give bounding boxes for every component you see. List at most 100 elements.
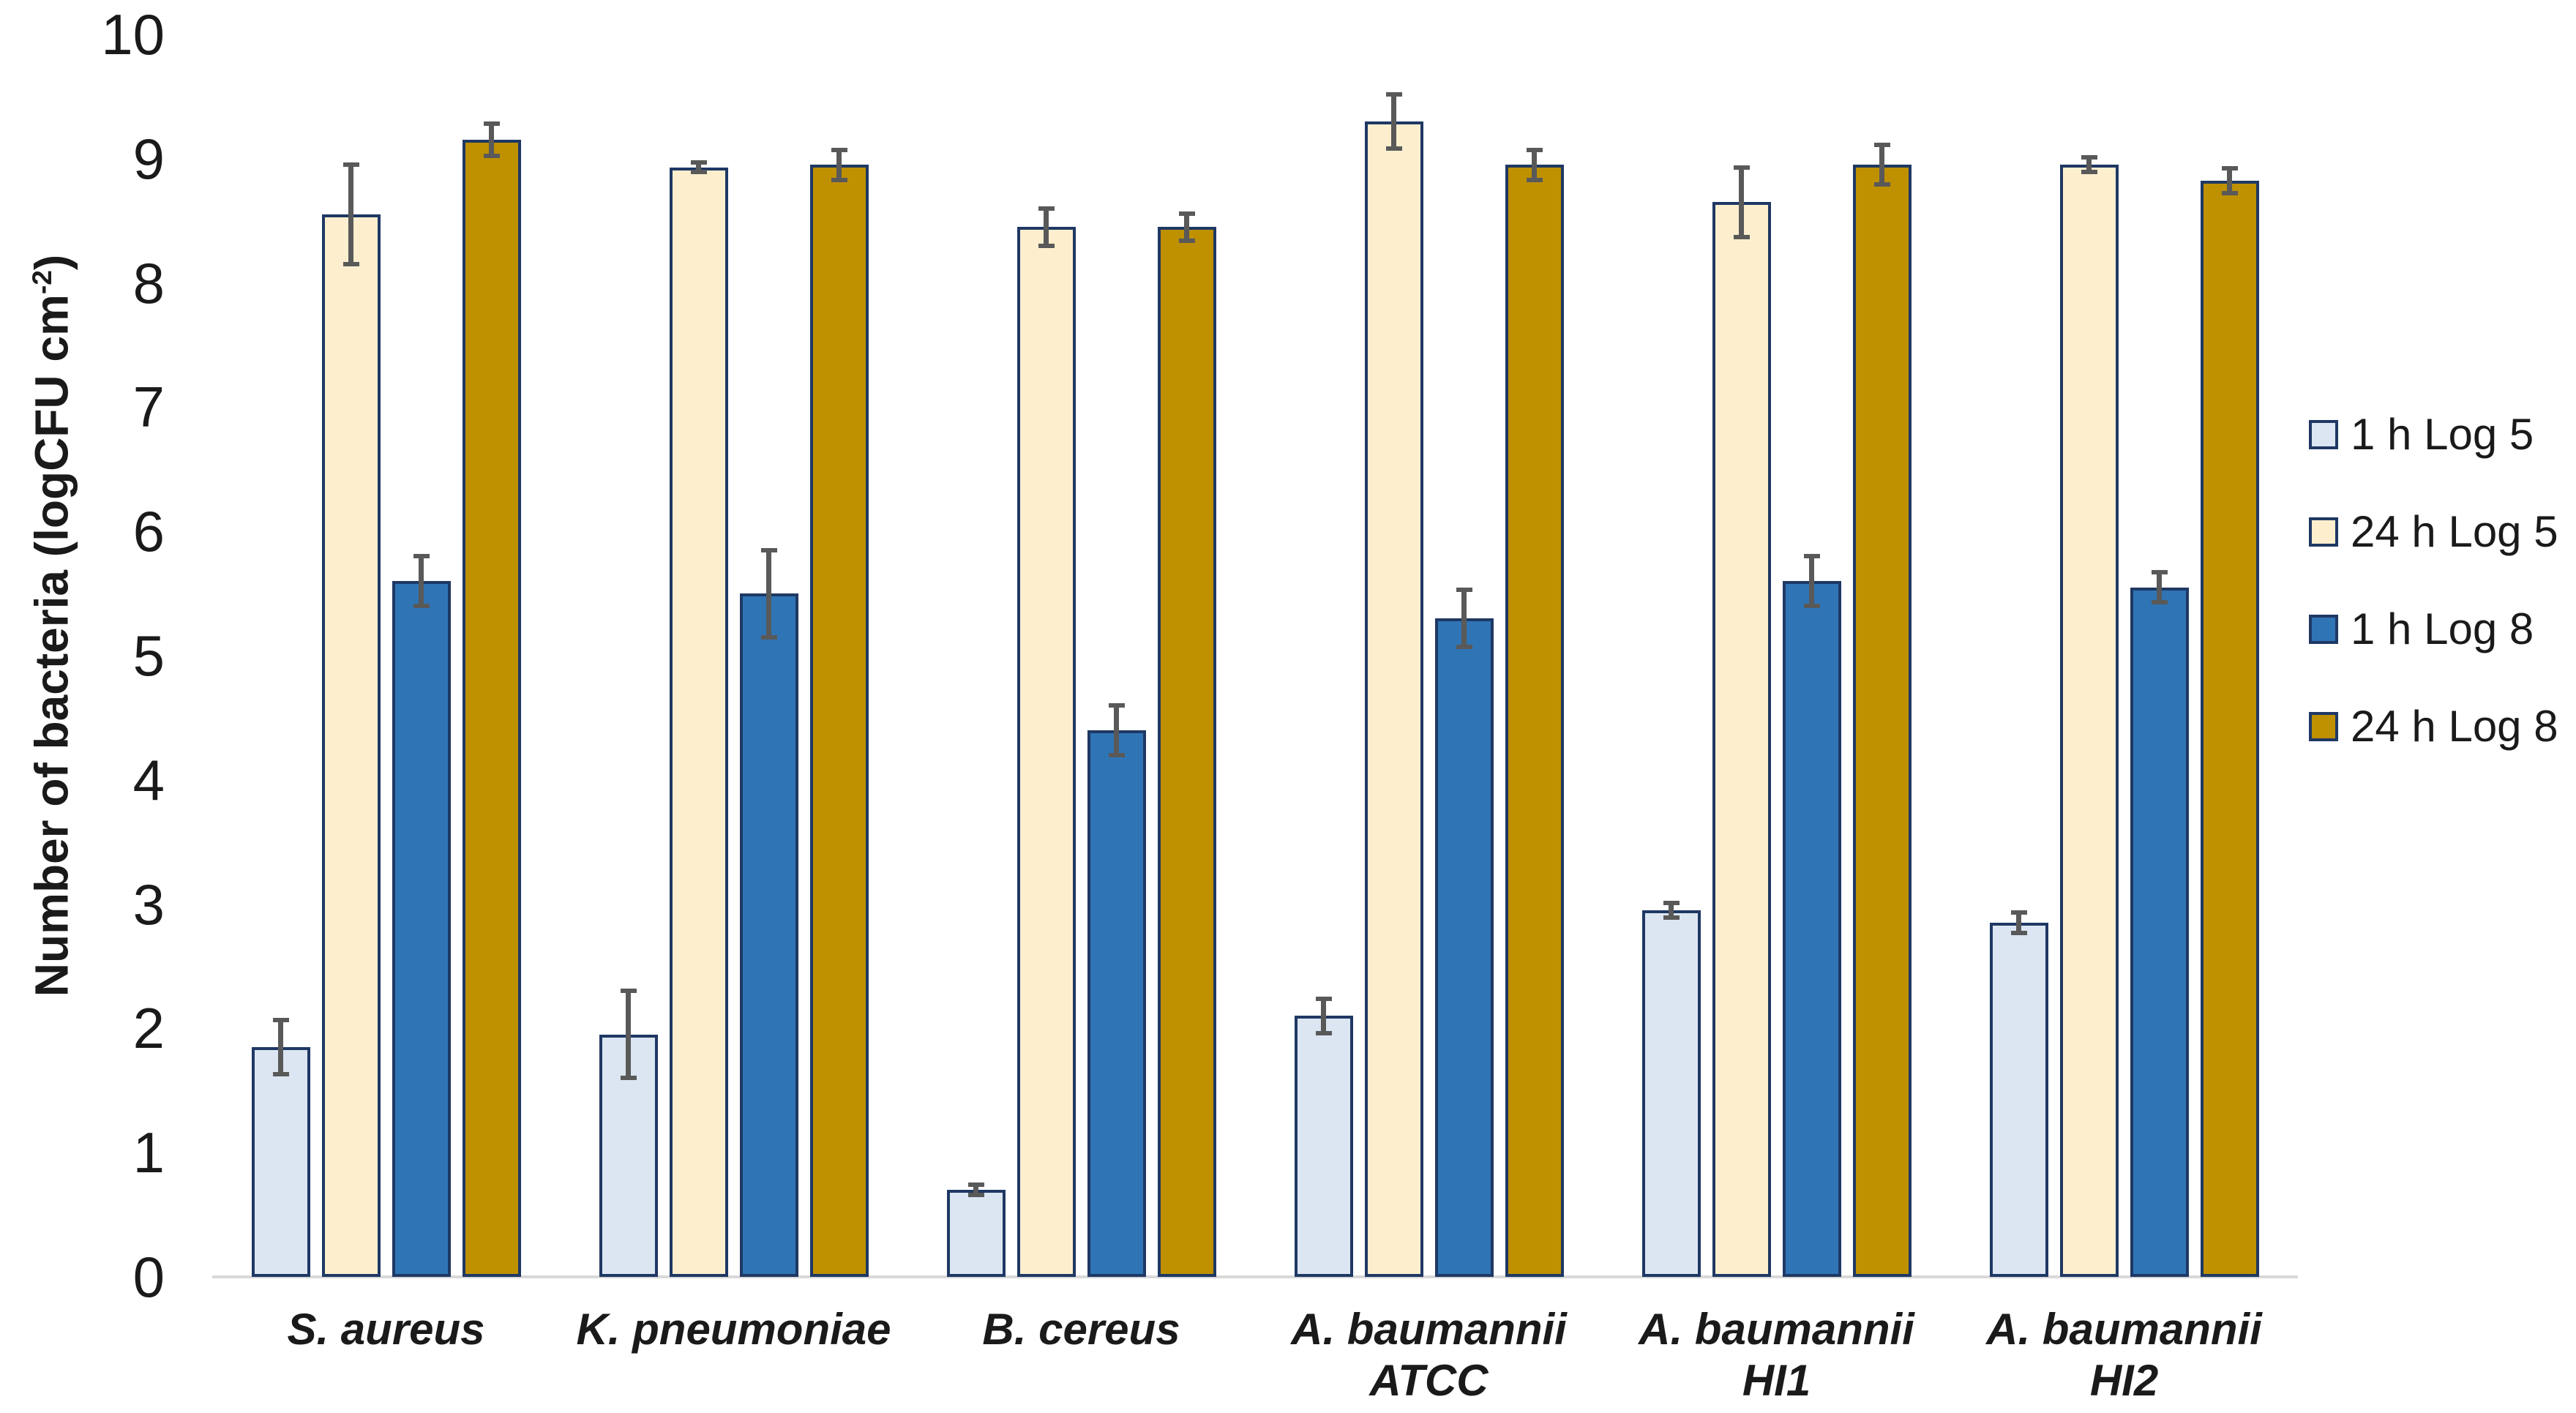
y-axis-tick-label: 3 [132, 872, 165, 937]
error-bar-cap [1526, 177, 1543, 182]
bar [251, 1046, 310, 1277]
error-bar [489, 124, 494, 157]
error-bar-cap [1108, 752, 1125, 757]
bar [1016, 227, 1076, 1277]
x-category-label-line: A. baumannii [1291, 1305, 1567, 1354]
x-axis-line [212, 1275, 2298, 1278]
bar [392, 581, 451, 1277]
x-category-label-line: A. baumannii [1986, 1305, 2262, 1354]
error-bar-cap [620, 989, 637, 994]
x-category-label: A. baumannii HI2 [1920, 1304, 2329, 1406]
error-bar [348, 165, 353, 265]
y-axis-tick-label: 1 [132, 1120, 165, 1185]
error-bar-cap [1733, 234, 1750, 239]
error-bar-cap [1385, 146, 1402, 151]
error-bar [1809, 556, 1814, 607]
y-axis-tick-label: 6 [132, 499, 165, 564]
error-bar [1461, 590, 1467, 648]
error-bar [1184, 213, 1189, 241]
y-axis-tick-label: 8 [132, 250, 165, 315]
error-bar-cap [2081, 170, 2097, 175]
bar [1087, 730, 1146, 1277]
error-bar-cap [967, 1192, 984, 1197]
legend-swatch [2309, 420, 2338, 449]
y-axis-tick-label: 5 [132, 623, 165, 688]
bar [739, 593, 798, 1277]
bar [1782, 581, 1841, 1277]
error-bar-cap [272, 1072, 289, 1077]
y-axis-tick-label: 0 [132, 1245, 165, 1309]
error-bar-cap [483, 154, 500, 159]
x-category-label-line: B. cereus [982, 1305, 1180, 1354]
legend-swatch [2309, 517, 2338, 547]
error-bar-cap [831, 147, 847, 152]
error-bar-cap [831, 177, 847, 182]
bar [1989, 923, 2048, 1277]
error-bar-cap [1456, 645, 1472, 650]
x-category-label-line: K. pneumoniae [576, 1305, 891, 1354]
error-bar [278, 1019, 283, 1075]
error-bar-cap [967, 1183, 984, 1188]
y-axis-tick-label: 7 [132, 375, 165, 440]
error-bar-cap [2151, 599, 2168, 604]
error-bar-cap [1108, 702, 1125, 708]
error-bar [2157, 572, 2162, 602]
error-bar-cap [342, 162, 359, 168]
error-bar-cap [1315, 996, 1332, 1001]
error-bar [626, 991, 631, 1079]
error-bar-cap [413, 604, 430, 609]
legend-swatch [2309, 615, 2338, 644]
x-category-label-line: ATCC [1369, 1356, 1489, 1405]
legend-label: 1 h Log 8 [2351, 604, 2534, 653]
bar [2059, 165, 2119, 1277]
error-bar-cap [1663, 915, 1680, 921]
error-bar-cap [342, 262, 359, 267]
bar [321, 214, 381, 1277]
bar [1157, 227, 1216, 1277]
error-bar-cap [272, 1017, 289, 1022]
error-bar-cap [2221, 166, 2238, 171]
bar [2200, 181, 2259, 1277]
error-bar-cap [1385, 91, 1402, 97]
error-bar-cap [1038, 206, 1055, 211]
x-category-label: K. pneumoniae [529, 1304, 939, 1355]
error-bar [766, 550, 771, 637]
error-bar-cap [2151, 570, 2168, 575]
error-bar-cap [2010, 930, 2027, 935]
error-bar-cap [1803, 604, 1820, 609]
error-bar [419, 556, 424, 607]
x-category-label-line: A. baumannii [1639, 1305, 1914, 1354]
x-category-label: A. baumannii HI1 [1572, 1304, 1982, 1406]
legend-label: 24 h Log 5 [2351, 507, 2558, 556]
error-bar [1114, 705, 1119, 755]
bar [1712, 202, 1771, 1277]
error-bar [696, 162, 701, 173]
error-bar-cap [1038, 243, 1055, 248]
y-axis-tick-label: 4 [132, 747, 165, 812]
bar [1641, 910, 1701, 1277]
error-bar-cap [1456, 588, 1472, 592]
error-bar [2016, 912, 2021, 933]
error-bar-cap [1315, 1031, 1332, 1036]
error-bar-cap [760, 547, 777, 552]
x-category-label-line: HI2 [2089, 1356, 2159, 1405]
bar [946, 1190, 1006, 1277]
error-bar [1044, 208, 1049, 246]
error-bar-cap [1178, 211, 1195, 216]
error-bar-cap [2010, 910, 2027, 915]
error-bar-cap [1873, 182, 1890, 187]
bar [462, 140, 521, 1277]
error-bar-cap [413, 554, 430, 559]
error-bar-cap [760, 634, 777, 640]
error-bar [1879, 145, 1884, 185]
error-bar [1532, 149, 1537, 180]
error-bar-cap [1803, 554, 1820, 559]
error-bar [1321, 998, 1326, 1034]
error-bar [1739, 167, 1744, 237]
legend-label: 1 h Log 5 [2351, 410, 2534, 459]
bar [1364, 121, 1423, 1277]
error-bar [1669, 902, 1674, 918]
legend-swatch [2309, 712, 2338, 741]
y-axis-tick-label: 2 [132, 996, 165, 1061]
